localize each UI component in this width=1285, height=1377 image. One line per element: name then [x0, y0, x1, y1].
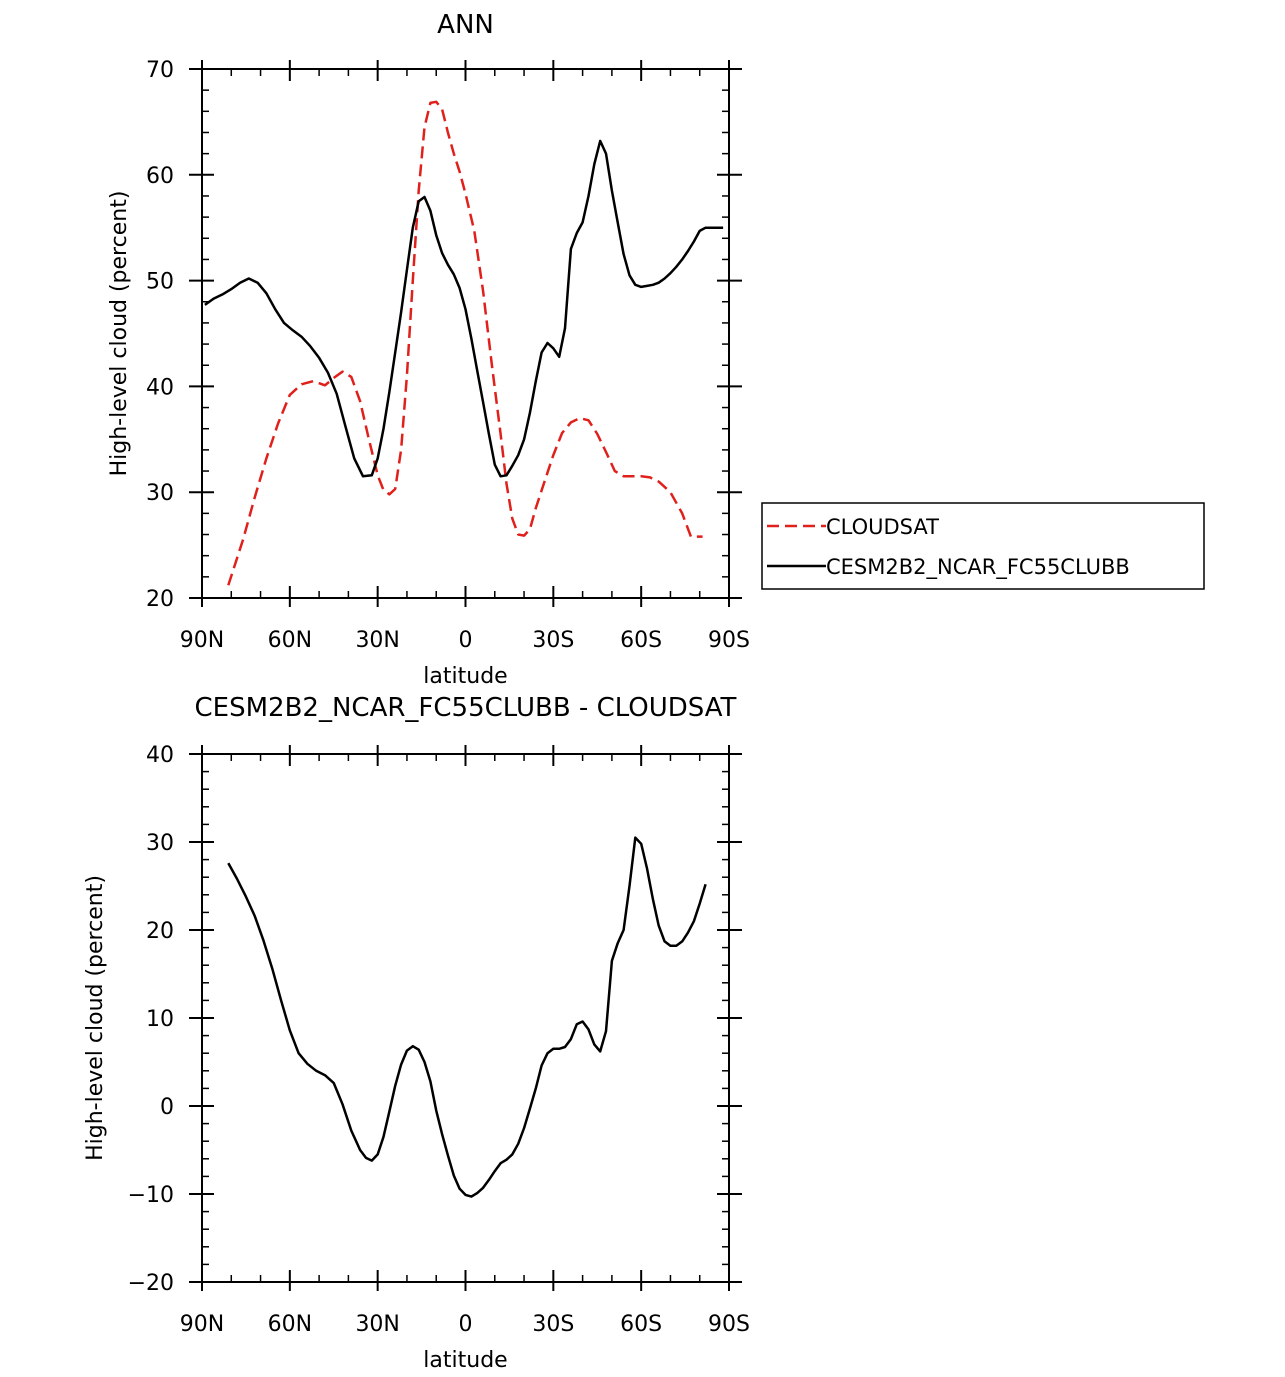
x-tick-label: 60S [620, 628, 662, 653]
x-tick-label: 0 [459, 1312, 473, 1337]
x-tick-label: 60S [620, 1312, 662, 1337]
x-tick-label: 90S [708, 1312, 750, 1337]
series-line-cesm2b2-ncar-fc55clubb [204, 139, 724, 478]
y-tick-label: 30 [146, 481, 174, 506]
y-tick-label: 20 [146, 587, 174, 612]
x-tick-label: 30S [532, 1312, 574, 1337]
x-tick-label: 30N [355, 628, 399, 653]
plot-frame [201, 68, 730, 599]
x-tick-label: 90S [708, 628, 750, 653]
y-tick-label: −10 [128, 1183, 174, 1208]
y-tick-label: 40 [146, 375, 174, 400]
top-panel-annual-mean: ANN 90N 60N 30N 0 30S 60S 90S 20 30 40 50 60 70 latitu… [107, 10, 1205, 689]
legend: CLOUDSAT CESM2B2_NCAR_FC55CLUBB [761, 502, 1205, 590]
x-tick-label: 90N [180, 1312, 224, 1337]
legend-label: CESM2B2_NCAR_FC55CLUBB [826, 555, 1130, 580]
x-tick-label: 0 [459, 628, 473, 653]
y-tick-label: 0 [160, 1095, 174, 1120]
x-tick-label: 90N [180, 628, 224, 653]
y-tick-label: 40 [146, 743, 174, 768]
y-tick-label: −20 [128, 1271, 174, 1296]
x-axis-label: latitude [423, 664, 507, 689]
y-tick-label: 60 [146, 164, 174, 189]
y-tick-label: 50 [146, 270, 174, 295]
y-axis-label: High-level cloud (percent) [107, 191, 132, 477]
x-tick-label: 60N [268, 628, 312, 653]
y-axis-label: High-level cloud (percent) [83, 875, 108, 1161]
y-tick-label: 20 [146, 919, 174, 944]
x-tick-label: 60N [268, 1312, 312, 1337]
series-line-cloudsat [227, 100, 703, 586]
y-tick-label: 30 [146, 831, 174, 856]
y-tick-label: 10 [146, 1007, 174, 1032]
chart-title: ANN [437, 10, 494, 40]
bottom-panel-difference: CESM2B2_NCAR_FC55CLUBB - CLOUDSAT 90N 60N 3… [83, 693, 750, 1373]
y-tick-label: 70 [146, 58, 174, 83]
x-axis-label: latitude [423, 1348, 507, 1373]
legend-label: CLOUDSAT [826, 515, 939, 539]
series-line-difference [227, 836, 707, 1198]
x-tick-label: 30S [532, 628, 574, 653]
chart-title: CESM2B2_NCAR_FC55CLUBB - CLOUDSAT [195, 693, 737, 723]
x-tick-label: 30N [355, 1312, 399, 1337]
plot-frame [201, 753, 730, 1283]
legend-box [761, 502, 1205, 590]
